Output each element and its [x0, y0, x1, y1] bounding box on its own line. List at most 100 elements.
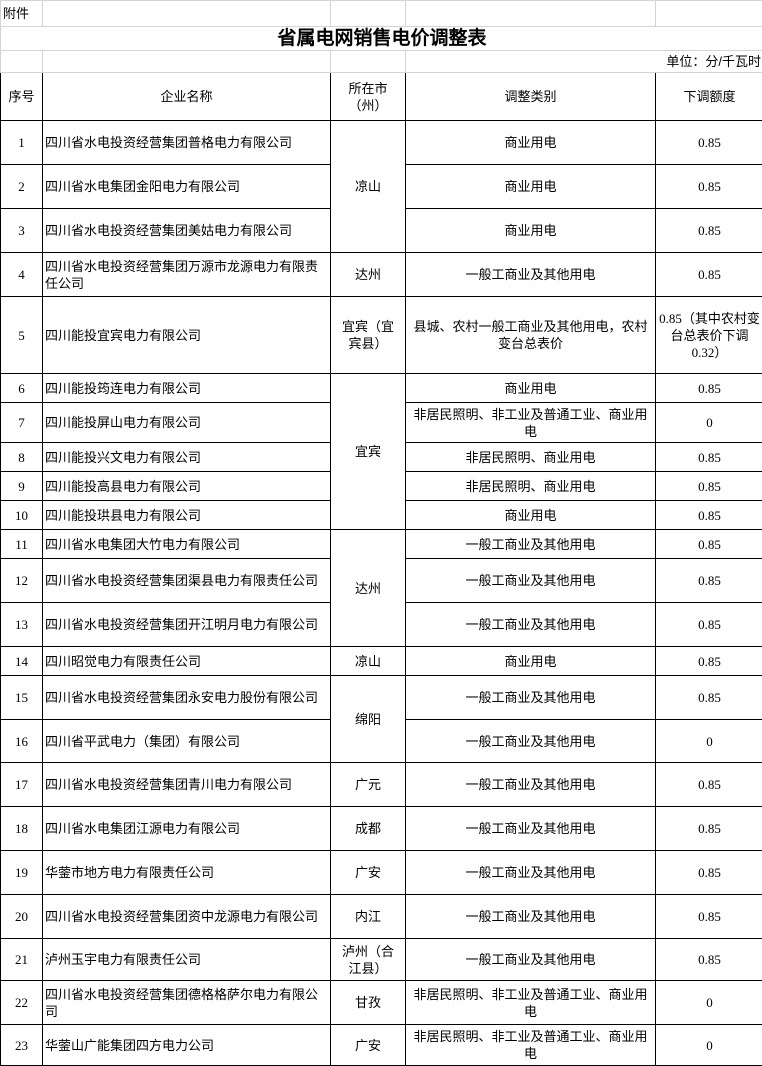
row-number[interactable]: 7 — [1, 403, 43, 443]
amount-cell[interactable]: 0.85 — [656, 472, 762, 501]
amount-cell[interactable]: 0 — [656, 720, 762, 763]
row-number[interactable]: 10 — [1, 501, 43, 530]
category-cell[interactable]: 一般工商业及其他用电 — [406, 676, 656, 720]
amount-cell[interactable]: 0.85 — [656, 807, 762, 851]
row-number[interactable]: 11 — [1, 530, 43, 559]
category-cell[interactable]: 一般工商业及其他用电 — [406, 530, 656, 559]
row-number[interactable]: 16 — [1, 720, 43, 763]
amount-cell[interactable]: 0.85 — [656, 939, 762, 981]
city-cell[interactable]: 广元 — [331, 763, 406, 807]
category-cell[interactable]: 县城、农村一般工商业及其他用电，农村变台总表价 — [406, 297, 656, 374]
company-name[interactable]: 四川能投高县电力有限公司 — [43, 472, 331, 501]
category-cell[interactable]: 一般工商业及其他用电 — [406, 807, 656, 851]
city-cell[interactable]: 广安 — [331, 1025, 406, 1066]
row-number[interactable]: 13 — [1, 603, 43, 647]
company-name[interactable]: 华蓥山广能集团四方电力公司 — [43, 1025, 331, 1066]
company-name[interactable]: 四川省水电投资经营集团开江明月电力有限公司 — [43, 603, 331, 647]
company-name[interactable]: 四川省水电集团大竹电力有限公司 — [43, 530, 331, 559]
amount-cell[interactable]: 0.85 — [656, 501, 762, 530]
company-name[interactable]: 四川省水电投资经营集团德格格萨尔电力有限公司 — [43, 981, 331, 1025]
row-number[interactable]: 23 — [1, 1025, 43, 1066]
row-number[interactable]: 3 — [1, 209, 43, 253]
category-cell[interactable]: 非居民照明、商业用电 — [406, 443, 656, 472]
category-cell[interactable]: 非居民照明、非工业及普通工业、商业用电 — [406, 403, 656, 443]
amount-cell[interactable]: 0.85 — [656, 121, 762, 165]
amount-cell[interactable]: 0.85 — [656, 165, 762, 209]
city-cell[interactable]: 宜宾（宜宾县） — [331, 297, 406, 374]
row-number[interactable]: 12 — [1, 559, 43, 603]
company-name[interactable]: 四川省水电投资经营集团渠县电力有限责任公司 — [43, 559, 331, 603]
amount-cell[interactable]: 0.85 — [656, 253, 762, 297]
header-amount[interactable]: 下调额度 — [656, 73, 762, 121]
company-name[interactable]: 四川能投屏山电力有限公司 — [43, 403, 331, 443]
category-cell[interactable]: 一般工商业及其他用电 — [406, 559, 656, 603]
row-number[interactable]: 1 — [1, 121, 43, 165]
city-cell[interactable]: 内江 — [331, 895, 406, 939]
category-cell[interactable]: 非居民照明、商业用电 — [406, 472, 656, 501]
category-cell[interactable]: 一般工商业及其他用电 — [406, 720, 656, 763]
company-name[interactable]: 四川省水电投资经营集团万源市龙源电力有限责任公司 — [43, 253, 331, 297]
category-cell[interactable]: 一般工商业及其他用电 — [406, 763, 656, 807]
amount-cell[interactable]: 0.85 — [656, 209, 762, 253]
company-name[interactable]: 四川昭觉电力有限责任公司 — [43, 647, 331, 676]
company-name[interactable]: 四川省水电投资经营集团青川电力有限公司 — [43, 763, 331, 807]
row-number[interactable]: 22 — [1, 981, 43, 1025]
row-number[interactable]: 2 — [1, 165, 43, 209]
row-number[interactable]: 15 — [1, 676, 43, 720]
company-name[interactable]: 四川省水电投资经营集团资中龙源电力有限公司 — [43, 895, 331, 939]
amount-cell[interactable]: 0 — [656, 403, 762, 443]
city-cell[interactable]: 达州 — [331, 530, 406, 647]
category-cell[interactable]: 非居民照明、非工业及普通工业、商业用电 — [406, 1025, 656, 1066]
company-name[interactable]: 四川省水电投资经营集团美姑电力有限公司 — [43, 209, 331, 253]
sheet-title[interactable]: 省属电网销售电价调整表 — [1, 27, 762, 51]
category-cell[interactable]: 商业用电 — [406, 647, 656, 676]
city-cell[interactable]: 凉山 — [331, 121, 406, 253]
category-cell[interactable]: 一般工商业及其他用电 — [406, 253, 656, 297]
company-name[interactable]: 四川能投珙县电力有限公司 — [43, 501, 331, 530]
category-cell[interactable]: 一般工商业及其他用电 — [406, 939, 656, 981]
city-cell[interactable]: 达州 — [331, 253, 406, 297]
city-cell[interactable]: 广安 — [331, 851, 406, 895]
header-city[interactable]: 所在市（州） — [331, 73, 406, 121]
row-number[interactable]: 9 — [1, 472, 43, 501]
city-cell[interactable]: 泸州（合江县） — [331, 939, 406, 981]
unit-label[interactable]: 单位：分/千瓦时 — [406, 51, 762, 73]
amount-cell[interactable]: 0.85 — [656, 763, 762, 807]
header-no[interactable]: 序号 — [1, 73, 43, 121]
city-cell[interactable]: 甘孜 — [331, 981, 406, 1025]
company-name[interactable]: 华蓥市地方电力有限责任公司 — [43, 851, 331, 895]
header-company[interactable]: 企业名称 — [43, 73, 331, 121]
amount-cell[interactable]: 0.85 — [656, 851, 762, 895]
city-cell[interactable]: 宜宾 — [331, 374, 406, 530]
row-number[interactable]: 21 — [1, 939, 43, 981]
company-name[interactable]: 四川省平武电力（集团）有限公司 — [43, 720, 331, 763]
row-number[interactable]: 17 — [1, 763, 43, 807]
category-cell[interactable]: 商业用电 — [406, 501, 656, 530]
row-number[interactable]: 6 — [1, 374, 43, 403]
category-cell[interactable]: 一般工商业及其他用电 — [406, 851, 656, 895]
company-name[interactable]: 四川省水电集团金阳电力有限公司 — [43, 165, 331, 209]
category-cell[interactable]: 商业用电 — [406, 374, 656, 403]
company-name[interactable]: 四川能投宜宾电力有限公司 — [43, 297, 331, 374]
city-cell[interactable]: 绵阳 — [331, 676, 406, 763]
amount-cell[interactable]: 0.85 — [656, 676, 762, 720]
row-number[interactable]: 5 — [1, 297, 43, 374]
company-name[interactable]: 四川省水电投资经营集团永安电力股份有限公司 — [43, 676, 331, 720]
amount-cell[interactable]: 0.85 — [656, 603, 762, 647]
row-number[interactable]: 8 — [1, 443, 43, 472]
company-name[interactable]: 四川省水电集团江源电力有限公司 — [43, 807, 331, 851]
row-number[interactable]: 18 — [1, 807, 43, 851]
header-category[interactable]: 调整类别 — [406, 73, 656, 121]
amount-cell[interactable]: 0.85（其中农村变台总表价下调0.32） — [656, 297, 762, 374]
company-name[interactable]: 四川省水电投资经营集团普格电力有限公司 — [43, 121, 331, 165]
row-number[interactable]: 19 — [1, 851, 43, 895]
company-name[interactable]: 四川能投兴文电力有限公司 — [43, 443, 331, 472]
category-cell[interactable]: 商业用电 — [406, 209, 656, 253]
category-cell[interactable]: 商业用电 — [406, 121, 656, 165]
row-number[interactable]: 20 — [1, 895, 43, 939]
amount-cell[interactable]: 0.85 — [656, 647, 762, 676]
category-cell[interactable]: 一般工商业及其他用电 — [406, 895, 656, 939]
category-cell[interactable]: 非居民照明、非工业及普通工业、商业用电 — [406, 981, 656, 1025]
amount-cell[interactable]: 0.85 — [656, 559, 762, 603]
amount-cell[interactable]: 0.85 — [656, 443, 762, 472]
